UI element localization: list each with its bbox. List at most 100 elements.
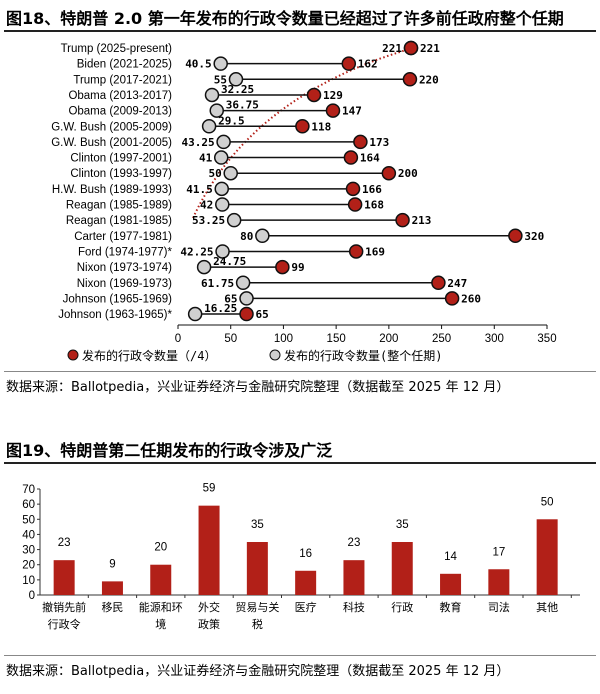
bar-value-label: 14 [444, 551, 457, 563]
quarter-dot [204, 87, 220, 103]
category-label: Nixon (1969-1973) [77, 278, 172, 290]
total-dot [295, 119, 310, 134]
quarter-value-label: 53.25 [192, 214, 225, 227]
bar [536, 519, 558, 595]
total-value-label: 221 [420, 42, 440, 55]
quarter-value-label: 42.25 [180, 245, 213, 258]
bar [391, 542, 413, 595]
divider [4, 462, 596, 464]
total-dot [348, 244, 364, 259]
total-value-label: 169 [365, 245, 385, 258]
chart1-title: 图18、特朗普 2.0 第一年发布的行政令数量已经超过了许多前任政府整个任期 [6, 9, 564, 28]
dumbbell-chart: Trump (2025-present) 221 221 Biden (2021-20… [51, 40, 557, 363]
y-tick-label: 60 [22, 499, 35, 511]
bar-value-label: 50 [541, 496, 554, 508]
category-label: 能源和环 [139, 600, 183, 614]
category-label: Obama (2013-2017) [68, 90, 172, 102]
total-value-label: 168 [364, 199, 384, 212]
bar-value-label: 16 [299, 548, 312, 560]
quarter-dot [213, 56, 228, 71]
bar-value-label: 23 [58, 537, 71, 549]
category-label: Carter (1977-1981) [74, 231, 172, 243]
total-value-label: 173 [369, 136, 389, 149]
category-label: 其他 [536, 601, 558, 614]
quarter-dot [214, 181, 230, 197]
category-label: 科技 [343, 600, 365, 614]
divider [4, 655, 596, 656]
total-value-label: 260 [461, 292, 481, 305]
total-value-label: 164 [360, 152, 380, 165]
total-dot [508, 228, 523, 244]
quarter-dot [255, 228, 270, 244]
total-dot [275, 259, 290, 275]
total-value-label: 129 [323, 89, 343, 102]
legend-marker-gray [269, 349, 281, 361]
quarter-value-label: 41 [199, 152, 213, 165]
category-label: Nixon (1973-1974) [77, 262, 172, 274]
category-label: 行政 [391, 600, 413, 614]
bar [198, 505, 220, 595]
x-tick-label: 100 [274, 333, 293, 345]
category-label: Reagan (1981-1985) [66, 215, 172, 227]
quarter-value-label: 29.5 [218, 114, 245, 127]
y-tick-label: 30 [22, 545, 35, 557]
quarter-dot [201, 119, 217, 134]
total-value-label: 320 [524, 230, 544, 243]
quarter-dot [187, 306, 203, 322]
total-value-label: 247 [447, 277, 467, 290]
quarter-dot [216, 134, 231, 150]
bar-value-label: 20 [154, 542, 167, 554]
category-label: Ford (1974-1977)* [78, 246, 172, 258]
total-dot [239, 306, 254, 322]
category-label: 医疗 [295, 600, 317, 614]
category-label: 撤销先前 [42, 600, 86, 614]
total-value-label: 99 [291, 261, 304, 274]
chart2-title: 图19、特朗普第二任期发布的行政令涉及广泛 [6, 441, 333, 460]
category-label: G.W. Bush (2005-2009) [51, 121, 172, 133]
legend-label: 发布的行政令数量(整个任期) [284, 348, 442, 363]
bar [101, 581, 123, 595]
total-dot [345, 181, 361, 197]
quarter-value-label: 61.75 [201, 277, 234, 290]
quarter-value-label: 24.75 [213, 255, 246, 268]
category-label: Obama (2009-2013) [68, 106, 172, 118]
total-dot [403, 40, 419, 56]
x-tick-label: 300 [485, 333, 504, 345]
category-label: 移民 [101, 601, 123, 614]
quarter-dot [235, 275, 251, 290]
total-value-label: 200 [398, 167, 418, 180]
total-value-label: 118 [311, 120, 331, 133]
quarter-value-label: 40.5 [185, 58, 212, 71]
legend-label: 发布的行政令数量（/4） [82, 348, 216, 363]
category-label: Clinton (1997-2001) [70, 153, 172, 165]
y-tick-label: 10 [22, 575, 35, 587]
category-label: Trump (2017-2021) [73, 74, 172, 86]
category-label: 行政令 [48, 617, 81, 631]
category-label: G.W. Bush (2001-2005) [51, 137, 172, 149]
x-tick-label: 50 [224, 333, 237, 345]
x-tick-label: 200 [379, 333, 398, 345]
total-dot [431, 275, 446, 290]
trend-line [192, 47, 414, 219]
total-dot [353, 134, 368, 150]
y-tick-label: 20 [22, 560, 35, 572]
chart1-source: 数据来源：Ballotpedia，兴业证券经济与金融研究院整理（数据截至 202… [6, 380, 510, 395]
quarter-value-label: 221 [382, 42, 402, 55]
quarter-dot [215, 197, 230, 212]
quarter-value-label: 43.25 [181, 136, 214, 149]
x-tick-label: 350 [537, 333, 556, 345]
category-label: Trump (2025-present) [61, 43, 173, 55]
divider [4, 371, 596, 372]
total-value-label: 147 [342, 105, 362, 118]
divider [4, 30, 596, 32]
bar [440, 573, 462, 595]
x-tick-label: 250 [432, 333, 451, 345]
bar-value-label: 23 [348, 537, 361, 549]
total-value-label: 213 [412, 214, 432, 227]
quarter-value-label: 42 [200, 199, 213, 212]
x-tick-label: 150 [327, 333, 346, 345]
category-label: Johnson (1963-1965)* [58, 309, 172, 321]
y-tick-label: 50 [22, 514, 35, 526]
quarter-dot [213, 150, 229, 165]
